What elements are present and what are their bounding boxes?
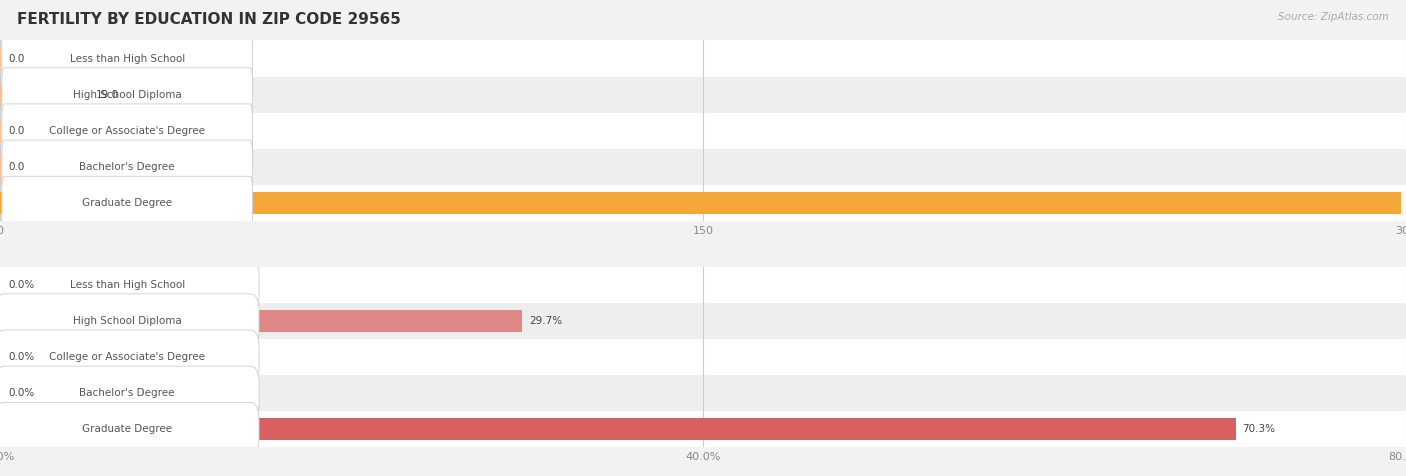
FancyBboxPatch shape (0, 294, 259, 348)
FancyBboxPatch shape (0, 330, 259, 384)
Text: Graduate Degree: Graduate Degree (82, 424, 173, 435)
FancyBboxPatch shape (0, 366, 259, 420)
Text: Bachelor's Degree: Bachelor's Degree (80, 162, 174, 172)
Bar (0, 382, 1, 404)
Bar (0, 303, 1406, 339)
FancyBboxPatch shape (0, 402, 259, 456)
Text: Bachelor's Degree: Bachelor's Degree (80, 388, 174, 398)
Text: Graduate Degree: Graduate Degree (82, 198, 173, 208)
Bar (0, 48, 1, 69)
Bar (0, 339, 1406, 375)
Text: 19.0: 19.0 (96, 89, 120, 100)
Bar (0, 84, 89, 106)
Bar (0, 418, 1236, 440)
Text: 29.7%: 29.7% (529, 316, 562, 326)
Text: 0.0%: 0.0% (8, 352, 35, 362)
Text: College or Associate's Degree: College or Associate's Degree (49, 126, 205, 136)
Bar (0, 192, 1402, 214)
Text: Source: ZipAtlas.com: Source: ZipAtlas.com (1278, 12, 1389, 22)
Text: 0.0: 0.0 (8, 126, 25, 136)
Bar (0, 274, 1, 296)
Bar (0, 40, 1406, 77)
FancyBboxPatch shape (1, 104, 253, 158)
Bar (0, 77, 1406, 113)
Text: High School Diploma: High School Diploma (73, 316, 181, 326)
Text: Less than High School: Less than High School (70, 279, 184, 290)
Text: FERTILITY BY EDUCATION IN ZIP CODE 29565: FERTILITY BY EDUCATION IN ZIP CODE 29565 (17, 12, 401, 27)
Bar (0, 346, 1, 368)
Bar (0, 411, 1406, 447)
Bar (0, 120, 1, 142)
Bar (0, 156, 1, 178)
Text: 70.3%: 70.3% (1243, 424, 1275, 435)
FancyBboxPatch shape (1, 68, 253, 122)
Bar (0, 375, 1406, 411)
Text: Less than High School: Less than High School (70, 53, 184, 64)
FancyBboxPatch shape (1, 176, 253, 230)
FancyBboxPatch shape (1, 140, 253, 194)
FancyBboxPatch shape (1, 31, 253, 86)
Bar (0, 310, 522, 332)
Bar (0, 149, 1406, 185)
Text: 0.0: 0.0 (8, 53, 25, 64)
FancyBboxPatch shape (0, 258, 259, 312)
Text: College or Associate's Degree: College or Associate's Degree (49, 352, 205, 362)
Text: 0.0: 0.0 (8, 162, 25, 172)
Bar (0, 185, 1406, 221)
Text: 0.0%: 0.0% (8, 388, 35, 398)
Bar (0, 267, 1406, 303)
Text: 0.0%: 0.0% (8, 279, 35, 290)
Bar (0, 113, 1406, 149)
Text: High School Diploma: High School Diploma (73, 89, 181, 100)
